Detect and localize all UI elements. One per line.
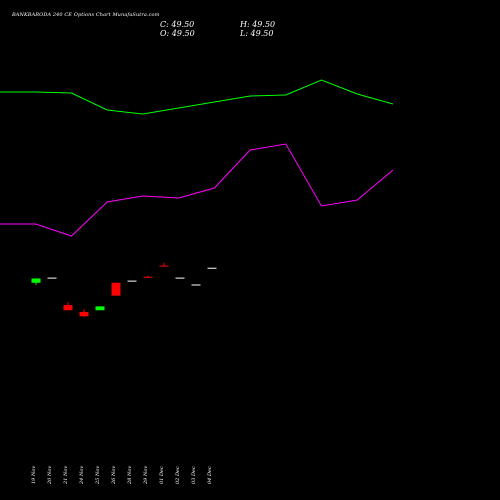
candle (143, 275, 153, 278)
candle (127, 280, 137, 282)
chart-title: BANKBARODA 240 CE Options Chart MunafaSu… (12, 12, 160, 18)
candle (191, 284, 201, 286)
upper-band-line (0, 79, 394, 115)
candle-body (159, 265, 169, 267)
x-tick-label: 03 Dec (191, 466, 197, 484)
candle-body (111, 282, 121, 296)
x-tick-label: 20 Nov (47, 466, 53, 485)
candle-body (191, 284, 201, 286)
x-tick-label: 25 Nov (95, 466, 101, 485)
x-tick-label: 01 Dec (159, 466, 165, 484)
close-value: C: 49.50 (160, 20, 195, 29)
x-tick-label: 28 Nov (127, 466, 133, 485)
lower-band-line (0, 143, 394, 237)
candle (175, 277, 185, 279)
candle-body (127, 280, 137, 282)
x-axis-labels: 19 Nov 20 Nov 21 Nov 24 Nov 25 Nov 26 Nov 28 N… (31, 466, 213, 485)
open-value: O: 49.50 (160, 29, 195, 38)
indicator-lines (0, 79, 394, 237)
candle-body (31, 278, 41, 283)
candle (47, 277, 57, 279)
candle (79, 309, 89, 318)
candle-body (207, 267, 217, 269)
candle-body (143, 276, 153, 278)
candle (95, 306, 105, 311)
candlestick-series (31, 262, 217, 318)
candle-body (63, 305, 73, 311)
x-tick-label: 26 Nov (111, 466, 117, 485)
candle-body (47, 277, 57, 279)
low-value: L: 49.50 (240, 29, 274, 38)
x-tick-label: 21 Nov (63, 466, 69, 485)
candle (63, 302, 73, 311)
x-tick-label: 19 Nov (31, 466, 37, 484)
x-tick-label: 29 Nov (143, 466, 149, 485)
x-tick-label: 02 Dec (175, 466, 181, 484)
candle-body (175, 277, 185, 279)
high-value: H: 49.50 (240, 20, 276, 29)
candle-body (79, 311, 89, 317)
candle (111, 282, 121, 296)
x-tick-label: 04 Dec (207, 466, 213, 484)
candle (207, 267, 217, 269)
x-tick-label: 24 Nov (79, 466, 85, 485)
candle (159, 262, 169, 267)
candle (31, 278, 41, 285)
candle-body (95, 306, 105, 311)
